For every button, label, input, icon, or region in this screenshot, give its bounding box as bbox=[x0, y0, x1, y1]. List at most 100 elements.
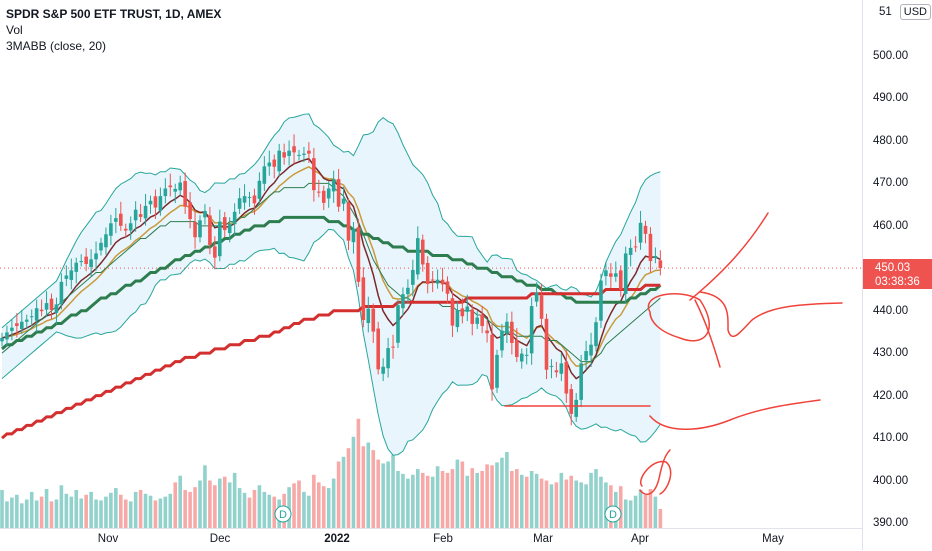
candle-body bbox=[242, 196, 247, 203]
candle-body bbox=[29, 316, 34, 318]
time-tick-label: Feb bbox=[433, 533, 453, 545]
volume-bar bbox=[495, 462, 499, 528]
volume-bar bbox=[143, 493, 148, 528]
volume-bar bbox=[242, 492, 247, 528]
candle-body bbox=[252, 195, 257, 204]
bollinger-band-fill bbox=[2, 113, 661, 456]
volume-bar bbox=[618, 486, 623, 528]
candle-body bbox=[20, 321, 24, 329]
volume-bar bbox=[252, 490, 257, 528]
bollinger-upper-line bbox=[1, 113, 661, 329]
candle-body bbox=[34, 308, 39, 321]
dividend-marker-label: D bbox=[279, 509, 287, 521]
candle-body bbox=[74, 262, 79, 272]
candle-body bbox=[618, 270, 623, 290]
candle-body bbox=[114, 218, 118, 222]
drawn-down-path bbox=[694, 299, 721, 368]
volume-bar bbox=[450, 469, 455, 528]
candle-body bbox=[500, 330, 504, 351]
volume-bar bbox=[317, 482, 321, 528]
candle-body bbox=[188, 202, 192, 220]
candle-body bbox=[401, 294, 405, 309]
volume-bar bbox=[326, 488, 331, 528]
candle-body bbox=[119, 213, 123, 226]
candle-body bbox=[44, 303, 49, 310]
volume-bar bbox=[237, 488, 242, 528]
candle-body bbox=[529, 306, 534, 354]
dividend-marker-label: D bbox=[609, 509, 617, 521]
drawn-volume-mark bbox=[639, 449, 671, 496]
volume-bar bbox=[341, 456, 346, 528]
ma-short-line bbox=[1, 166, 661, 367]
candle-body bbox=[198, 220, 202, 238]
volume-bar bbox=[599, 476, 603, 528]
candle-body bbox=[510, 321, 514, 343]
volume-bar bbox=[222, 476, 227, 528]
volume-bar bbox=[20, 503, 24, 528]
volume-bar bbox=[188, 491, 192, 528]
volume-bar bbox=[287, 487, 291, 528]
candle-body bbox=[336, 179, 341, 207]
candle-body bbox=[282, 152, 286, 158]
candle-body bbox=[227, 224, 232, 234]
candle-body bbox=[579, 363, 583, 400]
volume-bar bbox=[490, 465, 494, 528]
candle-body bbox=[346, 203, 351, 241]
volume-bar bbox=[178, 475, 182, 528]
volume-bar bbox=[515, 469, 519, 528]
candle-body bbox=[307, 150, 311, 154]
volume-bar bbox=[628, 500, 633, 528]
candle-body bbox=[361, 277, 366, 321]
drawn-mid-path bbox=[699, 291, 843, 337]
bollinger-indicator-label[interactable]: 3MABB (close, 20) bbox=[6, 39, 107, 53]
volume-bar bbox=[123, 499, 128, 528]
price-tick-label: 420.00 bbox=[873, 389, 909, 402]
candle-body bbox=[411, 269, 415, 285]
candle-body bbox=[133, 209, 138, 221]
candle-body bbox=[158, 196, 163, 211]
price-tick-label: 390.00 bbox=[873, 517, 909, 529]
time-tick-label: 2022 bbox=[324, 533, 350, 545]
volume-bar bbox=[29, 491, 34, 528]
candle-body bbox=[183, 181, 187, 207]
volume-bar bbox=[15, 494, 19, 528]
candle-body bbox=[15, 323, 19, 327]
volume-indicator-label[interactable]: Vol bbox=[6, 23, 23, 37]
time-axis[interactable]: Nov Dec 2022 Feb Mar Apr May bbox=[0, 528, 862, 551]
volume-bar bbox=[455, 459, 460, 528]
volume-bar bbox=[119, 494, 123, 528]
candle-body bbox=[99, 242, 103, 251]
drawn-upper-path bbox=[689, 212, 769, 301]
symbol-title: SPDR S&P 500 ETF TRUST, 1D, AMEX bbox=[6, 7, 222, 21]
volume-bar bbox=[292, 483, 296, 528]
candle-body bbox=[544, 318, 549, 370]
volume-bar bbox=[480, 471, 484, 528]
dividend-marker bbox=[604, 505, 622, 523]
candle-body bbox=[208, 215, 212, 245]
price-axis[interactable]: 51 USD 500.00 490.00 480.00 470.00 460.00 450… bbox=[862, 0, 932, 550]
volume-bar bbox=[54, 499, 59, 528]
volume-bar bbox=[232, 472, 237, 528]
volume-bar bbox=[168, 493, 173, 528]
candle-body bbox=[648, 233, 653, 262]
volume-bar bbox=[420, 472, 425, 528]
candle-body bbox=[89, 259, 93, 267]
candle-body bbox=[59, 281, 64, 305]
candle-body bbox=[49, 298, 54, 310]
volume-bar bbox=[376, 459, 380, 528]
candle-body bbox=[406, 287, 410, 295]
candle-body bbox=[638, 222, 643, 243]
volume-bar bbox=[658, 509, 663, 528]
candle-body bbox=[69, 270, 74, 280]
price-tick-label: 470.00 bbox=[873, 177, 909, 190]
volume-bar bbox=[49, 501, 54, 528]
volume-bar bbox=[10, 497, 14, 528]
volume-bar bbox=[534, 473, 539, 528]
candle-body bbox=[658, 260, 663, 269]
currency-badge[interactable]: USD bbox=[899, 4, 931, 20]
price-tick-label: 440.00 bbox=[873, 304, 909, 317]
candle-body bbox=[445, 281, 450, 294]
volume-bar bbox=[574, 480, 578, 528]
